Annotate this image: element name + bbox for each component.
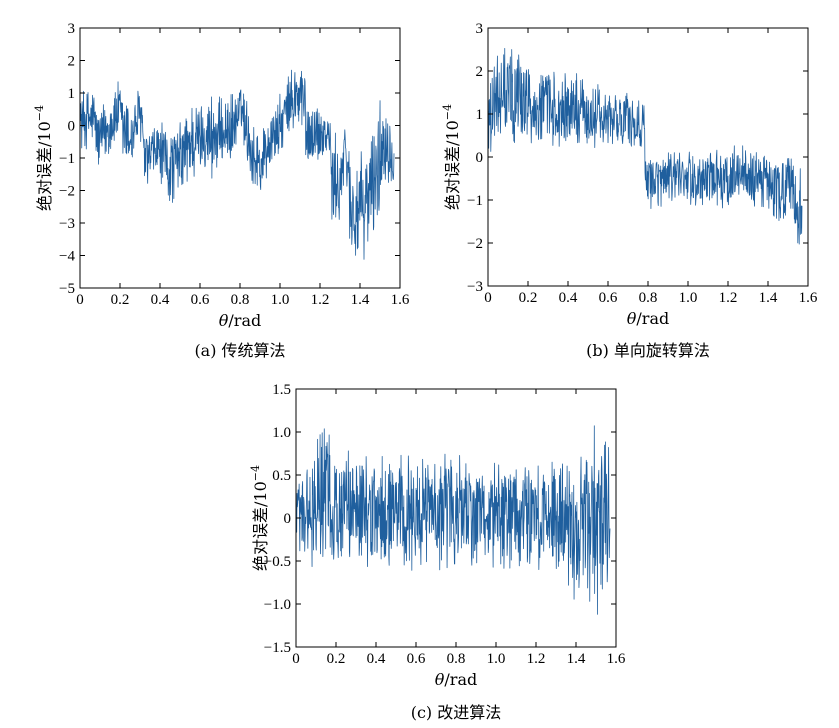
chart-c-x-axis-var: θ [435, 670, 445, 689]
chart-b-y-tick-label: −3 [467, 279, 483, 295]
chart-c-y-tick-label: 0.5 [272, 468, 291, 484]
chart-a-y-tick-label: 2 [68, 54, 76, 70]
chart-a-y-axis-exp: −4 [33, 105, 46, 121]
chart-c-x-tick-label: 1.6 [607, 651, 626, 667]
chart-b-x-tick-label: 1.4 [759, 290, 778, 306]
chart-c-y-tick-label: −0.5 [264, 554, 291, 570]
chart-b-y-tick-label: 3 [476, 21, 484, 37]
chart-b-x-tick-label: 0.4 [559, 290, 578, 306]
chart-b-y-tick-label: 1 [476, 107, 484, 123]
chart-a-y-tick-label: −1 [59, 151, 75, 167]
chart-a-y-tick-label: −4 [59, 249, 75, 265]
chart-a-x-tick-label: 0.2 [111, 292, 130, 308]
chart-a-x-tick-label: 1.4 [351, 292, 370, 308]
chart-a-y-axis-label: 绝对误差/10−4 [33, 105, 54, 211]
chart-c-x-tick-label: 0.2 [327, 651, 346, 667]
chart-c-y-axis-label: 绝对误差/10−4 [249, 465, 270, 571]
chart-a-y-tick-label: −5 [59, 281, 75, 297]
chart-c-x-axis-label: θ/rad [435, 670, 477, 689]
chart-b-x-tick-label: 0.8 [639, 290, 658, 306]
chart-a-y-tick-label: −3 [59, 216, 75, 232]
chart-a-y-tick-label: 3 [68, 21, 76, 37]
chart-b-x-axis-unit: /rad [636, 309, 669, 328]
chart-b-y-axis-exp: −4 [441, 104, 454, 120]
chart-a-x-tick-label: 0.6 [191, 292, 210, 308]
chart-c-y-tick-label: 0 [284, 511, 292, 527]
chart-c-y-tick-label: −1.0 [264, 597, 291, 613]
chart-a-x-tick-label: 1.2 [311, 292, 330, 308]
chart-b-x-tick-label: 0 [484, 290, 492, 306]
chart-b-y-tick-label: 2 [476, 64, 484, 80]
chart-c-y-tick-label: 1.0 [272, 425, 291, 441]
chart-b-caption: (b) 单向旋转算法 [586, 341, 710, 360]
chart-b-x-tick-label: 1.2 [719, 290, 738, 306]
chart-c-x-tick-label: 1.2 [527, 651, 546, 667]
chart-a-x-tick-label: 0.4 [151, 292, 170, 308]
chart-c-y-axis-exp: −4 [249, 465, 262, 481]
chart-a-caption: (a) 传统算法 [194, 341, 285, 360]
chart-a-x-tick-label: 0 [76, 292, 84, 308]
chart-b-series-line [487, 48, 803, 245]
chart-b-x-tick-label: 0.6 [599, 290, 618, 306]
chart-a-x-tick-label: 1.6 [391, 292, 410, 308]
chart-a: (a) 传统算法 0 0.2 0.4 0.6 0.8 1.0 1.2 1.4 1.6 −5 −4 −3… [33, 21, 410, 360]
chart-a-x-axis-unit: /rad [228, 311, 261, 330]
chart-a-y-axis-text: 绝对误差/10 [35, 121, 54, 211]
chart-c-series-line [295, 425, 611, 615]
chart-a-x-axis-label: θ/rad [219, 311, 261, 330]
chart-c-x-tick-label: 0.6 [407, 651, 426, 667]
chart-c-caption: (c) 改进算法 [411, 703, 502, 722]
chart-b-y-axis-label: 绝对误差/10−4 [441, 104, 462, 210]
chart-a-x-tick-label: 1.0 [271, 292, 290, 308]
chart-b-y-tick-label: −1 [467, 193, 483, 209]
chart-c-y-axis-text: 绝对误差/10 [251, 481, 270, 571]
chart-b-x-axis-label: θ/rad [627, 309, 669, 328]
chart-b-x-tick-label: 0.2 [519, 290, 538, 306]
chart-a-y-tick-label: 1 [68, 86, 76, 102]
chart-b: (b) 单向旋转算法 0 0.2 0.4 0.6 0.8 1.0 1.2 1.4 1.6 −3 −2… [441, 21, 818, 360]
chart-b-x-tick-label: 1.6 [799, 290, 818, 306]
chart-c-x-tick-label: 1.0 [487, 651, 506, 667]
chart-a-x-axis-var: θ [219, 311, 229, 330]
chart-c-x-axis-unit: /rad [444, 670, 477, 689]
chart-b-x-tick-label: 1.0 [679, 290, 698, 306]
chart-b-y-tick-label: 0 [476, 150, 484, 166]
chart-a-x-tick-label: 0.8 [231, 292, 250, 308]
chart-b-y-tick-label: −2 [467, 236, 483, 252]
chart-a-y-tick-label: 0 [68, 119, 76, 135]
chart-c-x-tick-label: 0.4 [367, 651, 386, 667]
chart-b-y-axis-text: 绝对误差/10 [443, 120, 462, 210]
chart-c-y-tick-label: 1.5 [272, 382, 291, 398]
chart-a-plot-frame [79, 27, 401, 289]
chart-b-x-axis-var: θ [627, 309, 637, 328]
chart-c-x-tick-label: 1.4 [567, 651, 586, 667]
chart-c-y-tick-label: −1.5 [264, 640, 291, 656]
chart-b-plot-frame [487, 27, 809, 287]
chart-c: (c) 改进算法 0 0.2 0.4 0.6 0.8 1.0 1.2 1.4 1.6 −1.5 −1… [249, 382, 626, 722]
chart-c-x-tick-label: 0 [292, 651, 300, 667]
chart-a-y-tick-label: −2 [59, 184, 75, 200]
chart-c-x-tick-label: 0.8 [447, 651, 466, 667]
chart-a-series-line [79, 69, 395, 260]
